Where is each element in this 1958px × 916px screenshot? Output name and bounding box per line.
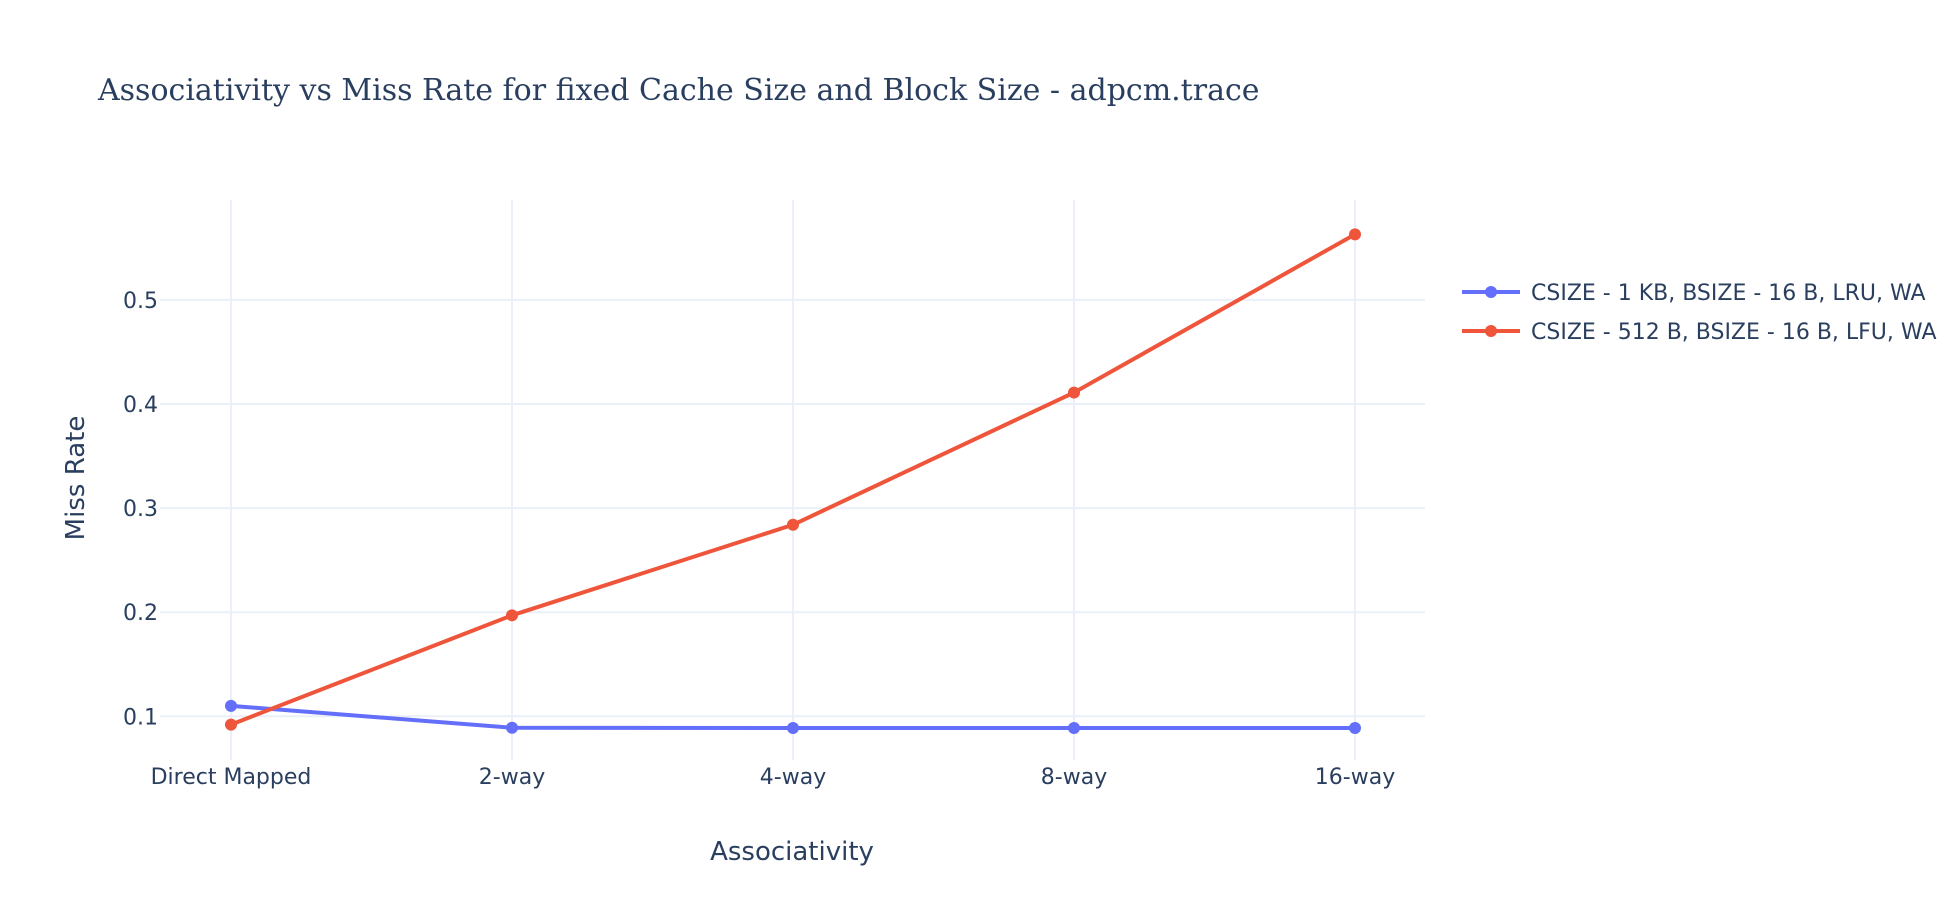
legend-item[interactable]: CSIZE - 512 B, BSIZE - 16 B, LFU, WA	[1462, 320, 1937, 345]
data-point[interactable]	[787, 722, 799, 735]
legend-item[interactable]: CSIZE - 1 KB, BSIZE - 16 B, LRU, WA	[1462, 281, 1926, 306]
legend-marker	[1485, 325, 1497, 337]
data-point[interactable]	[225, 699, 237, 712]
data-point[interactable]	[1068, 722, 1080, 735]
data-point[interactable]	[787, 518, 799, 531]
y-tick-label: 0.1	[123, 705, 158, 730]
grid	[160, 200, 1425, 760]
data-point[interactable]	[506, 721, 518, 734]
series-1	[225, 699, 1361, 735]
y-tick-label: 0.2	[123, 601, 158, 626]
x-tick-label: 4-way	[760, 765, 826, 790]
series-2	[225, 228, 1361, 731]
y-tick-label: 0.5	[123, 289, 158, 314]
legend[interactable]: CSIZE - 1 KB, BSIZE - 16 B, LRU, WA CSIZE…	[1462, 281, 1937, 345]
legend-label: CSIZE - 512 B, BSIZE - 16 B, LFU, WA	[1531, 320, 1937, 345]
x-tick-label: 8-way	[1041, 765, 1107, 790]
y-tick-label: 0.3	[123, 497, 158, 522]
series-group	[225, 228, 1361, 735]
x-tick-label: Direct Mapped	[151, 765, 312, 790]
data-point[interactable]	[1349, 228, 1361, 241]
x-axis-title: Associativity	[710, 837, 874, 867]
legend-label: CSIZE - 1 KB, BSIZE - 16 B, LRU, WA	[1531, 281, 1926, 306]
legend-marker	[1485, 286, 1497, 298]
y-axis-title: Miss Rate	[61, 416, 91, 541]
data-point[interactable]	[1068, 386, 1080, 399]
chart-title: Associativity vs Miss Rate for fixed Cac…	[97, 73, 1260, 108]
tick-labels: Direct Mapped 2-way 4-way 8-way 16-way 0.1 0.2…	[123, 289, 1395, 790]
y-tick-label: 0.4	[123, 393, 158, 418]
x-tick-label: 16-way	[1315, 765, 1395, 790]
data-point[interactable]	[506, 609, 518, 622]
data-point[interactable]	[225, 718, 237, 731]
x-tick-label: 2-way	[479, 765, 545, 790]
data-point[interactable]	[1349, 722, 1361, 735]
